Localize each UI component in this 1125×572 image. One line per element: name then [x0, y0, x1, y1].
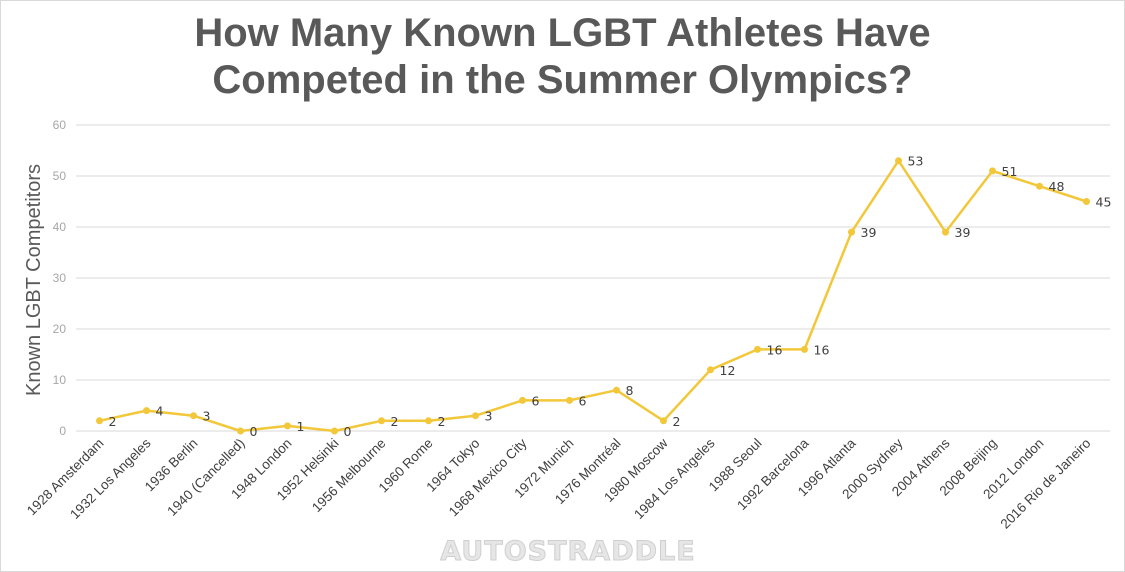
data-point [425, 417, 432, 425]
y-tick-label: 50 [53, 169, 67, 183]
y-axis-tick-labels: 0 10 20 30 40 50 60 [53, 118, 67, 438]
data-label: 12 [720, 363, 736, 378]
data-label: 2 [391, 414, 399, 429]
data-label: 2 [673, 414, 681, 429]
series-line [99, 159, 1087, 433]
y-tick-label: 40 [53, 220, 67, 234]
data-label: 2 [438, 414, 446, 429]
data-point [519, 396, 526, 404]
x-tick-label: 1928 Amsterdam [24, 436, 107, 519]
series-line-path [99, 159, 1087, 433]
data-point [754, 345, 761, 353]
y-tick-label: 0 [59, 424, 66, 438]
data-label: 2 [109, 414, 117, 429]
x-tick-label: 2016 Rio de Janeiro [998, 436, 1094, 532]
data-label: 3 [203, 409, 211, 424]
data-point [143, 407, 150, 415]
data-label: 16 [767, 342, 783, 357]
y-axis-title: Known LGBT Competitors [23, 164, 45, 396]
chart-title-line-2: Competed in the Summer Olympics? [212, 58, 913, 102]
data-point [895, 157, 902, 165]
data-label: 16 [814, 342, 830, 357]
chart-title: How Many Known LGBT Athletes Have Compet… [0, 10, 1125, 104]
watermark-logo: AUTOSTRADDLE [440, 536, 695, 567]
data-point [1083, 198, 1090, 205]
chart-title-line-1: How Many Known LGBT Athletes Have [194, 11, 931, 55]
y-tick-label: 10 [53, 373, 67, 387]
data-point [378, 417, 385, 425]
data-label: 4 [156, 404, 164, 419]
data-label: 53 [908, 154, 924, 169]
data-label: 6 [532, 393, 540, 408]
x-tick-label: 1984 Los Angeles [631, 435, 718, 522]
data-label: 39 [955, 225, 971, 240]
data-point [331, 427, 338, 435]
y-tick-label: 60 [53, 118, 67, 132]
y-tick-label: 30 [53, 271, 67, 285]
data-label: 51 [1002, 164, 1018, 179]
data-point [660, 417, 667, 425]
y-tick-label: 20 [53, 322, 67, 336]
data-point [190, 412, 197, 420]
data-label: 48 [1049, 179, 1065, 194]
data-point [1036, 182, 1043, 190]
data-point [989, 167, 996, 175]
data-point [237, 427, 244, 435]
data-label: 45 [1096, 195, 1112, 210]
data-point [942, 228, 949, 236]
data-point [613, 386, 620, 394]
data-label: 39 [861, 225, 877, 240]
data-point [472, 412, 479, 420]
gridlines [76, 124, 1110, 432]
data-point [707, 366, 714, 374]
data-label: 1 [297, 419, 305, 434]
data-label: 3 [485, 409, 493, 424]
data-point [284, 422, 291, 430]
data-label: 0 [344, 424, 352, 439]
data-point [801, 345, 808, 353]
data-label: 8 [626, 383, 634, 398]
data-points [96, 157, 1090, 435]
data-point [566, 396, 573, 404]
data-label: 6 [579, 393, 587, 408]
data-labels: 2 4 3 0 1 0 2 2 3 6 6 8 2 12 16 16 39 53 39 51 48 45 [109, 154, 1112, 439]
data-point [96, 417, 103, 425]
data-label: 0 [250, 424, 258, 439]
data-point [848, 228, 855, 236]
x-tick-label: 1932 Los Angeles [67, 435, 154, 522]
